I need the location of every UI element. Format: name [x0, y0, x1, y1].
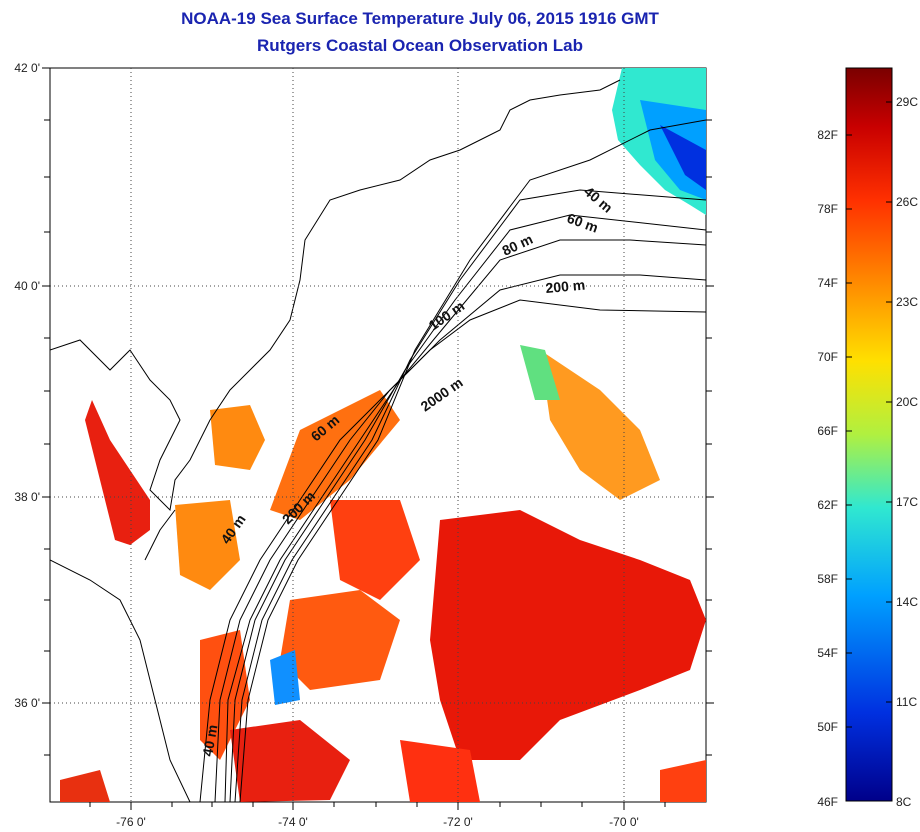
colorbar-f-54: 54F [817, 646, 838, 660]
colorbar-f-70: 70F [817, 350, 838, 364]
chesapeake-warm [85, 400, 150, 545]
colorbar-c-29: 29C [896, 95, 918, 109]
delmarva-tip [144, 509, 176, 561]
colorbar-c-17: 17C [896, 495, 918, 509]
lon-label-72: -72 0' [443, 815, 473, 829]
colorbar-f-50: 50F [817, 720, 838, 734]
sst-field [50, 68, 706, 802]
inshore-patch-a [210, 405, 265, 470]
cold-water-deep [660, 125, 706, 190]
colorbar [845, 67, 893, 802]
isobath-label-200m: 200 m [545, 277, 586, 296]
colorbar-c-20: 20C [896, 395, 918, 409]
colorbar-c-26: 26C [896, 195, 918, 209]
coastline [50, 79, 621, 512]
inshore-patch-b [175, 500, 240, 590]
colorbar-f-82: 82F [817, 128, 838, 142]
southern-patch [230, 720, 350, 802]
offshore-patch-b [280, 590, 400, 690]
isobath-2000m [199, 299, 706, 802]
graticule [50, 68, 706, 802]
lon-ticks [89, 802, 666, 810]
lat-ticks [42, 67, 714, 756]
cool-filament [270, 650, 300, 705]
map-subtitle: Rutgers Coastal Ocean Observation Lab [257, 36, 583, 55]
colorbar-ticks [846, 101, 892, 728]
lat-label-40: 40 0' [14, 279, 40, 293]
southern-patch-b [400, 740, 480, 802]
isobath-100m [224, 239, 706, 802]
lat-label-42: 42 0' [14, 61, 40, 75]
inshore-patch-c [200, 630, 250, 760]
colorbar-c-23: 23C [896, 295, 918, 309]
lon-label-76: -76 0' [116, 815, 146, 829]
lat-label-36: 36 0' [14, 696, 40, 710]
offshore-patch-c [540, 350, 660, 500]
mixed-patch [520, 345, 560, 400]
sw-patch [60, 770, 110, 802]
gulf-stream-core [430, 510, 706, 760]
isobath-40m [239, 119, 706, 802]
colorbar-f-74: 74F [817, 276, 838, 290]
southern-patch-c [660, 760, 706, 802]
lat-label-38: 38 0' [14, 490, 40, 504]
colorbar-f-66: 66F [817, 424, 838, 438]
offshore-patch-a [330, 500, 420, 600]
isobath-80m [229, 214, 706, 802]
colorbar-f-62: 62F [817, 498, 838, 512]
shelf-patch [270, 390, 400, 520]
colorbar-c-8: 8C [896, 795, 912, 809]
isobath-label-40m-south: 40 m [199, 723, 220, 757]
lon-label-70: -70 0' [609, 815, 639, 829]
isobath-200m [214, 274, 706, 802]
map-title: NOAA-19 Sea Surface Temperature July 06,… [181, 9, 659, 28]
lon-label-74: -74 0' [278, 815, 308, 829]
colorbar-f-78: 78F [817, 202, 838, 216]
isobath-60m [234, 189, 706, 802]
colorbar-c-14: 14C [896, 595, 918, 609]
coastline-south [50, 559, 191, 802]
colorbar-f-58: 58F [817, 572, 838, 586]
colorbar-c-11: 11C [896, 695, 917, 709]
colorbar-f-46: 46F [817, 795, 838, 809]
